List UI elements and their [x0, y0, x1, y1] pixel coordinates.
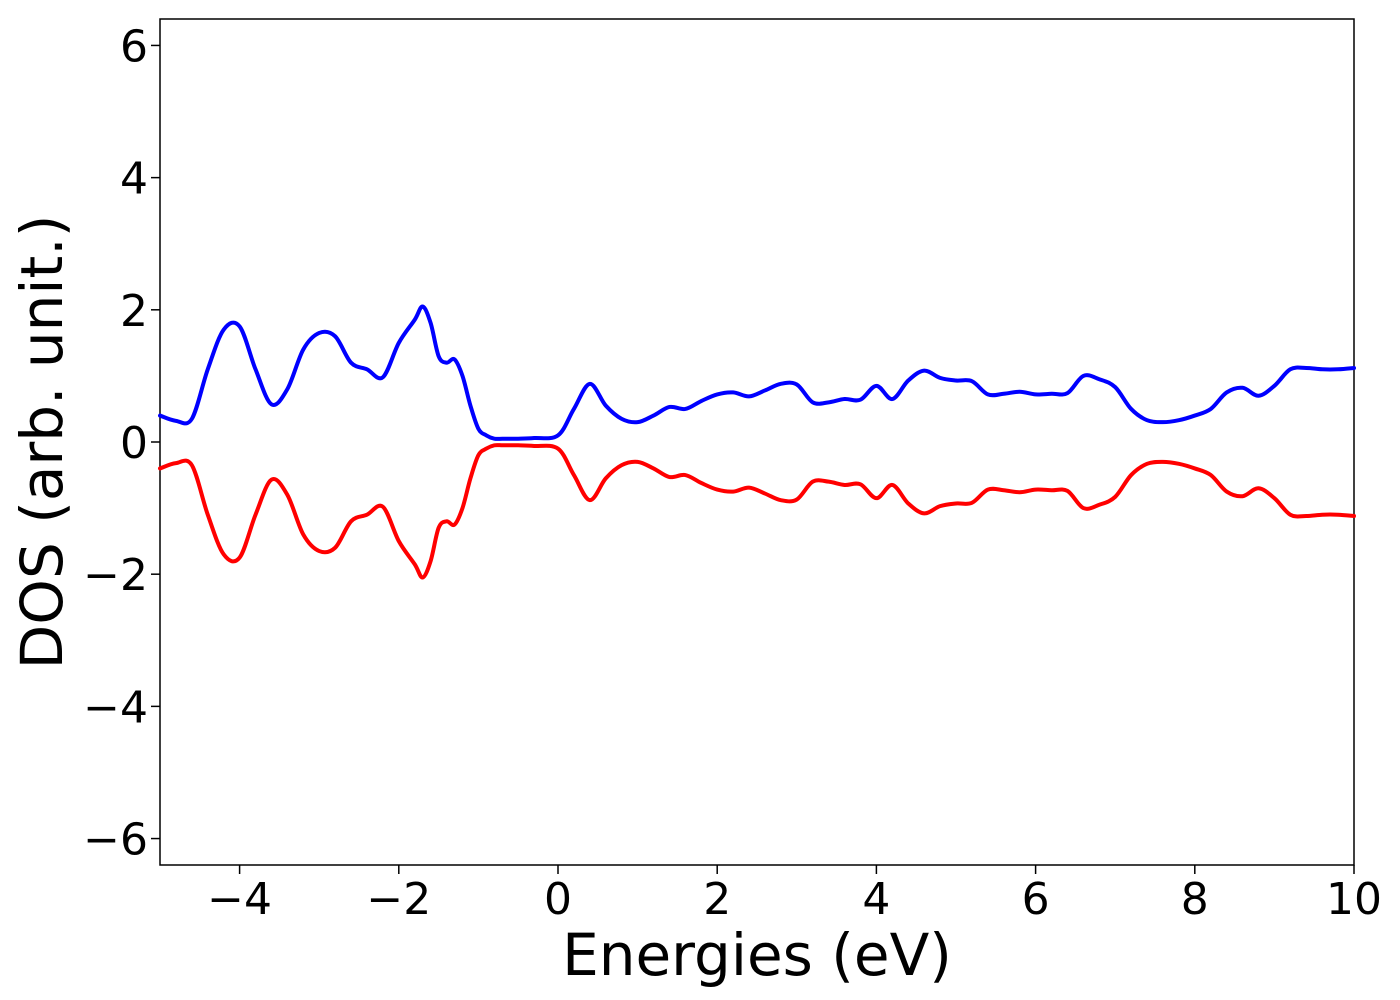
x-axis-ticks: −4 −2 0 2 4 6 8 10: [207, 865, 1382, 925]
x-axis-label: Energies (eV): [562, 921, 952, 989]
y-tick-label: −2: [83, 550, 148, 601]
x-tick-label: 2: [703, 874, 731, 925]
x-tick-label: 8: [1181, 874, 1209, 925]
x-tick-label: 6: [1022, 874, 1050, 925]
series-line-positive: [158, 304, 1356, 441]
x-tick-label: 10: [1326, 874, 1382, 925]
y-axis-ticks: 6 4 2 0 −2 −4 −6: [83, 21, 160, 866]
y-tick-label: 2: [120, 286, 148, 337]
x-tick-label: −4: [207, 874, 272, 925]
y-tick-label: 0: [120, 418, 148, 469]
x-tick-label: 4: [862, 874, 890, 925]
y-tick-label: −6: [83, 815, 148, 866]
x-tick-label: −2: [366, 874, 431, 925]
y-axis-label: DOS (arb. unit.): [8, 215, 76, 670]
series-layer: [158, 304, 1356, 580]
series-line-negative: [158, 443, 1356, 580]
y-tick-label: 4: [120, 154, 148, 205]
y-tick-label: −4: [83, 682, 148, 733]
x-tick-label: 0: [544, 874, 572, 925]
y-tick-label: 6: [120, 21, 148, 72]
